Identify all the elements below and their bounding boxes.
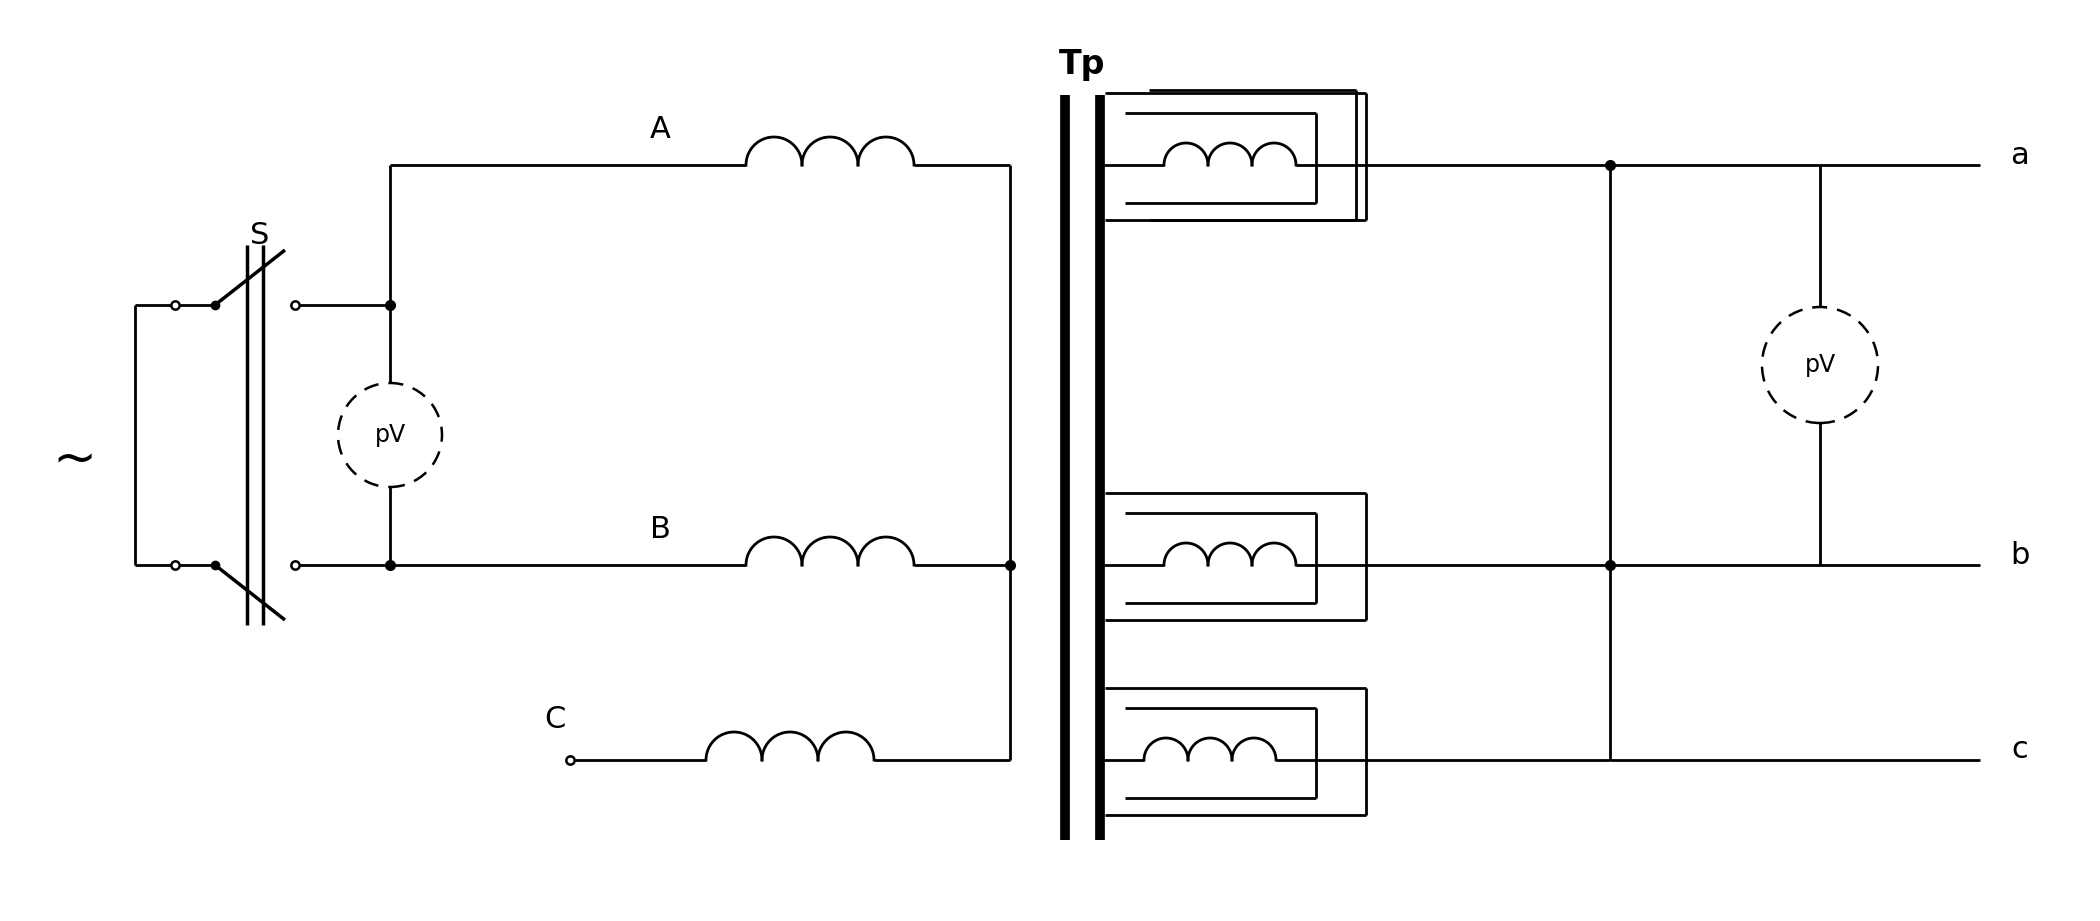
Text: pV: pV xyxy=(1804,353,1835,377)
Text: pV: pV xyxy=(374,423,405,447)
Text: B: B xyxy=(649,516,670,544)
Text: C: C xyxy=(544,705,565,735)
Text: b: b xyxy=(2010,541,2031,569)
Text: Tp: Tp xyxy=(1058,49,1105,81)
Text: a: a xyxy=(2010,141,2029,169)
Text: A: A xyxy=(649,115,670,145)
Text: ~: ~ xyxy=(52,434,97,486)
Text: c: c xyxy=(2012,736,2029,764)
Text: S: S xyxy=(250,220,269,250)
